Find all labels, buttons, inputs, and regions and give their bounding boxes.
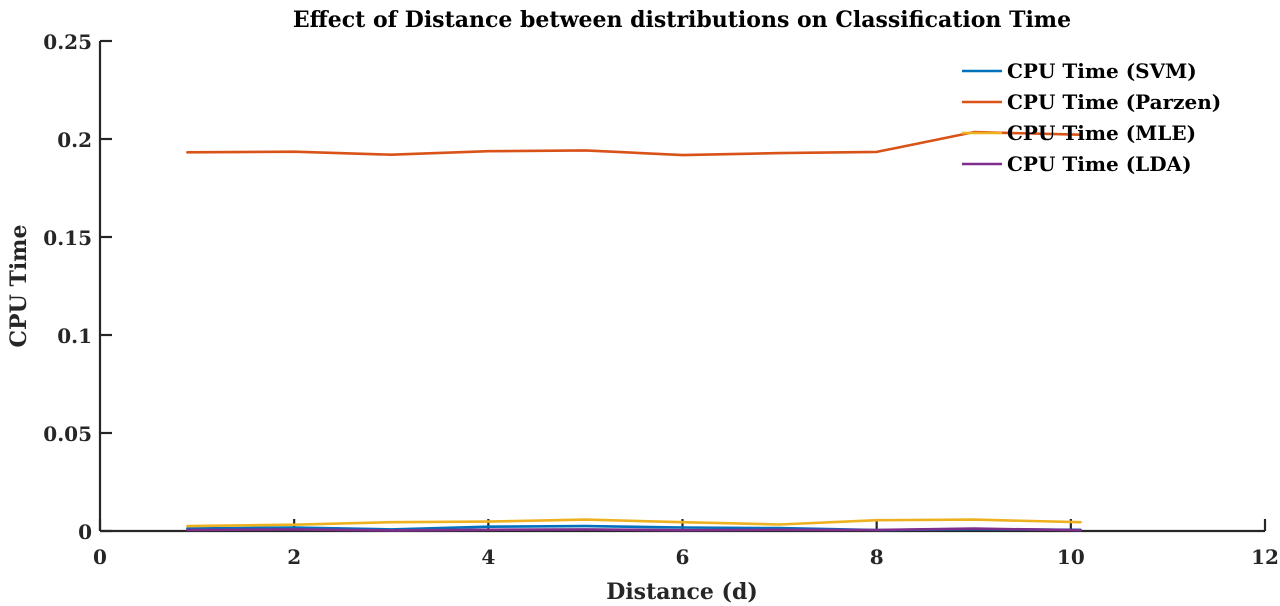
x-tick-label: 8 <box>870 545 884 569</box>
chart-title: Effect of Distance between distributions… <box>293 7 1071 33</box>
y-tick-label: 0.1 <box>57 324 92 348</box>
series-line-1 <box>186 130 1082 157</box>
axes <box>98 41 1265 533</box>
y-tick-label: 0 <box>78 520 92 544</box>
y-tick-label: 0.05 <box>43 422 92 446</box>
y-tick-label: 0.2 <box>57 128 92 152</box>
legend-label: CPU Time (MLE) <box>1007 121 1196 145</box>
legend-label: CPU Time (LDA) <box>1007 152 1192 176</box>
legend-label: CPU Time (Parzen) <box>1007 90 1221 114</box>
series-group <box>186 130 1082 532</box>
x-tick-label: 6 <box>676 545 690 569</box>
x-tick-label: 0 <box>93 545 107 569</box>
y-tick-label: 0.15 <box>43 226 92 250</box>
y-axis-label: CPU Time <box>6 225 32 348</box>
x-tick-label: 12 <box>1251 545 1279 569</box>
series-line-2 <box>186 518 1082 528</box>
y-tick-label: 0.25 <box>43 30 92 54</box>
legend: CPU Time (SVM) CPU Time (Parzen) CPU Time … <box>962 59 1221 176</box>
y-ticks: 0 0.05 0.1 0.15 0.2 0.25 <box>43 30 112 544</box>
x-tick-label: 4 <box>481 545 495 569</box>
legend-label: CPU Time (SVM) <box>1007 59 1197 83</box>
series-line-3 <box>186 527 1082 532</box>
x-axis-label: Distance (d) <box>606 579 758 605</box>
x-tick-label: 2 <box>287 545 301 569</box>
x-tick-label: 10 <box>1057 545 1085 569</box>
